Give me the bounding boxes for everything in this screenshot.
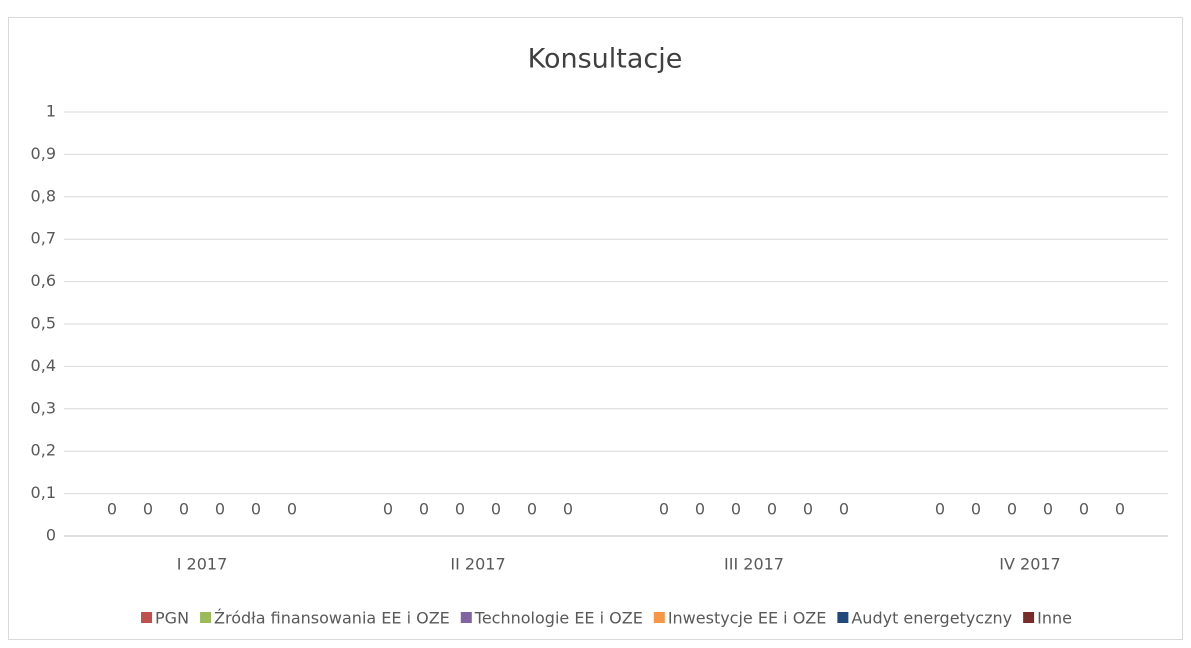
data-label: 0 (563, 500, 573, 519)
x-tick-label: IV 2017 (999, 555, 1060, 574)
x-tick-label: III 2017 (724, 555, 784, 574)
data-label: 0 (1043, 500, 1053, 519)
legend-swatch (837, 612, 849, 623)
y-tick-label: 0 (46, 526, 56, 545)
legend-label: Inne (1037, 609, 1072, 628)
y-tick-label: 0,2 (31, 441, 56, 460)
data-label: 0 (1007, 500, 1017, 519)
legend-swatch (460, 612, 472, 623)
legend-label: Inwestycje EE i OZE (668, 609, 827, 628)
data-label: 0 (695, 500, 705, 519)
data-label: 0 (455, 500, 465, 519)
legend-swatch (1023, 612, 1035, 623)
chart-title: Konsultacje (528, 44, 683, 75)
legend-label: Źródła finansowania EE i OZE (214, 609, 450, 628)
y-tick-label: 0,6 (31, 271, 56, 290)
data-label: 0 (527, 500, 537, 519)
data-label: 0 (287, 500, 297, 519)
y-tick-label: 0,7 (31, 229, 56, 248)
data-label: 0 (1079, 500, 1089, 519)
y-tick-label: 0,9 (31, 144, 56, 163)
y-tick-label: 0,4 (31, 356, 56, 375)
legend-label: PGN (155, 609, 189, 628)
data-label: 0 (251, 500, 261, 519)
data-label: 0 (419, 500, 429, 519)
data-label: 0 (659, 500, 669, 519)
chart-border (8, 17, 1183, 640)
data-label: 0 (935, 500, 945, 519)
y-tick-label: 0,1 (31, 483, 56, 502)
data-label: 0 (839, 500, 849, 519)
legend-label: Audyt energetyczny (851, 609, 1012, 628)
data-label: 0 (107, 500, 117, 519)
data-label: 0 (143, 500, 153, 519)
data-label: 0 (383, 500, 393, 519)
legend-swatch (141, 612, 153, 623)
data-label: 0 (215, 500, 225, 519)
x-tick-label: II 2017 (450, 555, 505, 574)
data-label: 0 (767, 500, 777, 519)
y-tick-label: 0,8 (31, 186, 56, 205)
y-tick-label: 0,3 (31, 398, 56, 417)
data-label: 0 (491, 500, 501, 519)
data-label: 0 (731, 500, 741, 519)
data-label: 0 (179, 500, 189, 519)
data-label: 0 (971, 500, 981, 519)
data-label: 0 (1115, 500, 1125, 519)
data-label: 0 (803, 500, 813, 519)
x-tick-label: I 2017 (177, 555, 228, 574)
y-tick-label: 1 (46, 102, 56, 121)
legend-swatch (653, 612, 665, 623)
legend-swatch (200, 612, 212, 623)
y-tick-label: 0,5 (31, 314, 56, 333)
legend-label: Technologie EE i OZE (474, 609, 643, 628)
